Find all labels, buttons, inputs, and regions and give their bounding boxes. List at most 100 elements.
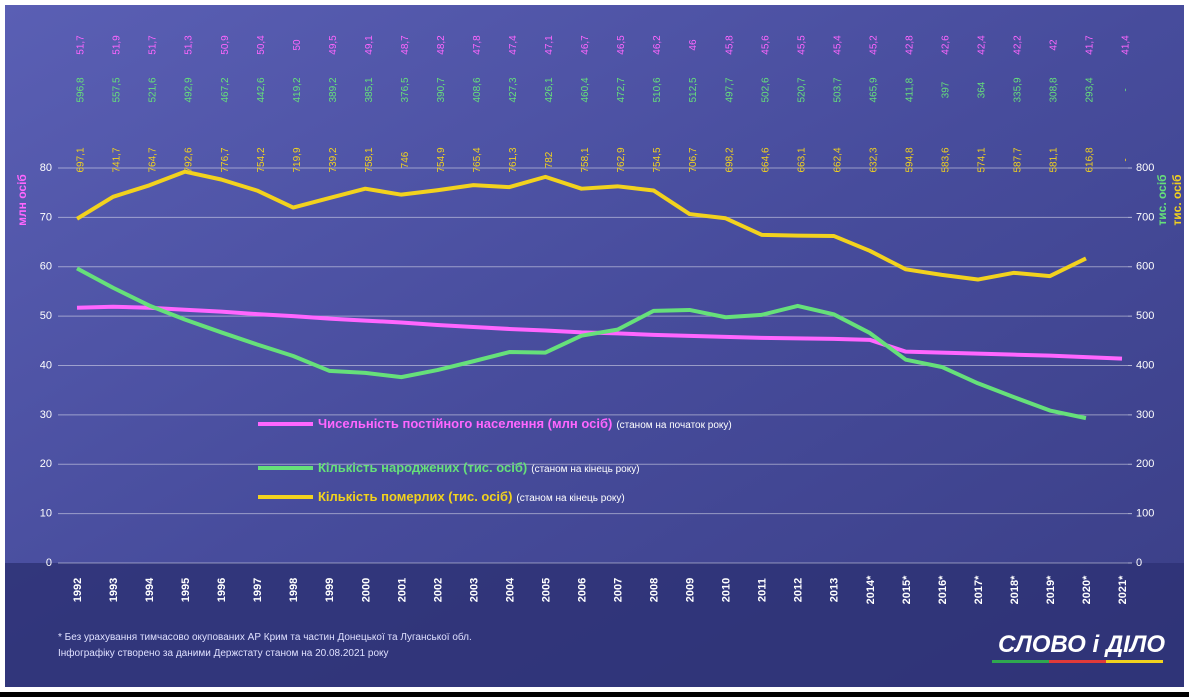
value-label: 754,9 [436,147,447,172]
value-label: 746 [400,151,411,168]
x-tick-label: 1997 [252,578,264,602]
value-label: 754,2 [256,147,267,172]
value-label: 583,6 [940,147,951,172]
value-label: 364 [977,81,988,98]
logo-bar [992,660,1049,663]
value-label: 792,6 [184,147,195,172]
value-label: 581,1 [1049,147,1060,172]
value-label: 521,6 [148,77,159,102]
value-label: 596,8 [76,77,87,102]
value-label: 426,1 [544,77,555,102]
legend-label: Кількість народжених (тис. осіб) [318,460,527,475]
value-label: - [1121,158,1132,161]
y2-axis-label: тис. осіб [1155,174,1169,225]
x-tick-label: 1994 [144,577,156,602]
value-label: 764,7 [148,147,159,172]
y-tick-label: 40 [40,359,52,371]
value-label: 51,9 [112,35,123,55]
value-label: 419,2 [292,77,303,102]
value-label: 45,5 [796,35,807,55]
data-line [76,266,1087,421]
value-label: 698,2 [724,147,735,172]
y2-axis-label: тис. осіб [1170,174,1184,225]
x-tick-label: 2011 [757,578,769,602]
value-label: 754,5 [652,147,663,172]
y2-tick-label: 200 [1136,458,1154,470]
value-label: 45,6 [760,35,771,55]
value-label: 47,4 [508,35,519,55]
value-label: - [1121,88,1132,91]
value-label: 512,5 [688,77,699,102]
value-label: 510,6 [652,77,663,102]
y2-tick-label: 400 [1136,359,1154,371]
x-tick-label: 2008 [649,578,661,602]
y-tick-label: 30 [40,409,52,421]
value-label: 49,5 [328,35,339,55]
value-label: 706,7 [688,147,699,172]
legend-note: (станом на початок року) [616,420,731,431]
x-tick-label: 2007 [613,578,625,602]
value-label: 42,4 [977,35,988,55]
y2-tick-label: 300 [1136,409,1154,421]
x-tick-label: 2016* [937,575,949,604]
value-label: 442,6 [256,77,267,102]
value-label: 594,8 [904,147,915,172]
value-label: 574,1 [977,147,988,172]
logo-bar [1106,660,1163,663]
x-tick-label: 2015* [901,575,913,604]
value-label: 761,3 [508,147,519,172]
x-tick-label: 2012 [793,578,805,602]
value-label: 389,2 [328,77,339,102]
value-label: 46 [688,39,699,51]
value-label: 520,7 [796,77,807,102]
value-label: 46,2 [652,35,663,55]
x-tick-label: 1992 [72,578,84,602]
value-label: 503,7 [832,77,843,102]
x-tick-label: 2004 [504,577,516,602]
logo-bar [1049,660,1106,663]
bottom-band [5,563,1184,687]
value-label: 50,9 [220,35,231,55]
y-tick-label: 20 [40,458,52,470]
y-tick-label: 50 [40,310,52,322]
value-label: 739,2 [328,147,339,172]
value-label: 762,9 [616,147,627,172]
value-label: 50,4 [256,35,267,55]
value-label: 472,7 [616,77,627,102]
value-label: 467,2 [220,77,231,102]
x-tick-label: 2009 [685,578,697,602]
value-label: 42,2 [1013,35,1024,55]
x-tick-label: 2010 [721,578,733,602]
y2-tick-label: 100 [1136,508,1154,520]
value-label: 48,2 [436,35,447,55]
value-label: 48,7 [400,35,411,55]
value-label: 308,8 [1049,77,1060,102]
y-tick-label: 70 [40,211,52,223]
value-label: 376,5 [400,77,411,102]
value-label: 49,1 [364,35,375,55]
x-tick-label: 2002 [432,578,444,602]
x-tick-label: 2001 [396,578,408,602]
value-label: 293,4 [1085,77,1096,102]
value-label: 47,8 [472,35,483,55]
y2-tick-label: 500 [1136,310,1154,322]
y2-tick-label: 700 [1136,211,1154,223]
x-tick-label: 2017* [973,575,985,604]
legend-note: (станом на кінець року) [516,493,624,504]
value-label: 616,8 [1085,147,1096,172]
value-label: 465,9 [868,77,879,102]
value-label: 632,3 [868,147,879,172]
y-tick-label: 80 [40,162,52,174]
x-tick-label: 2014* [865,575,877,604]
y2-tick-label: 600 [1136,261,1154,273]
value-label: 697,1 [76,147,87,172]
value-label: 42,8 [904,35,915,55]
value-label: 427,3 [508,77,519,102]
y-tick-label: 0 [46,557,52,569]
value-label: 664,6 [760,147,771,172]
value-label: 460,4 [580,77,591,102]
value-label: 42 [1049,39,1060,51]
value-label: 335,9 [1013,77,1024,102]
value-label: 51,3 [184,35,195,55]
